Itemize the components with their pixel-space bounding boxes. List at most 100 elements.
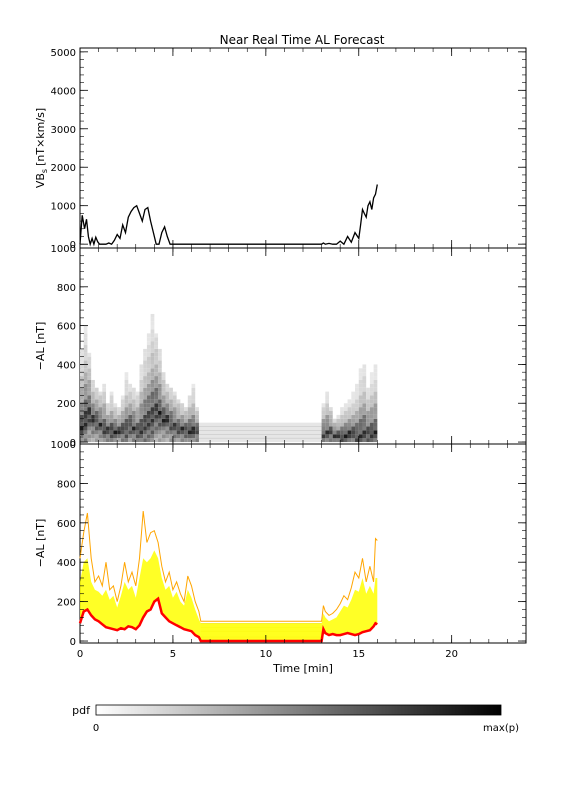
heatmap-cell — [150, 414, 155, 419]
heatmap-cell — [165, 430, 170, 435]
heatmap-cell — [362, 387, 367, 392]
heatmap-cell — [369, 372, 374, 377]
heatmap-cell — [80, 403, 84, 408]
y-tick-label: 1000 — [51, 202, 76, 213]
heatmap-cell — [355, 426, 359, 431]
heatmap-cell — [132, 422, 136, 427]
heatmap-cell — [150, 313, 155, 318]
heatmap-cell — [191, 383, 196, 388]
heatmap-cell — [139, 379, 144, 384]
heatmap-cell — [94, 418, 99, 423]
heatmap-cell — [91, 426, 95, 431]
heatmap-cell — [369, 414, 374, 419]
heatmap-cell — [351, 422, 356, 427]
heatmap-cell — [154, 356, 159, 361]
heatmap-cell — [369, 391, 374, 396]
heatmap-cell — [80, 414, 84, 419]
al-forecast-ylabel: −AL [nT] — [34, 519, 47, 568]
heatmap-cell — [98, 426, 103, 431]
heatmap-cell — [117, 430, 121, 435]
heatmap-cell — [132, 434, 136, 439]
heatmap-cell — [191, 434, 196, 439]
heatmap-cell — [366, 391, 370, 396]
heatmap-cell — [135, 414, 140, 419]
heatmap-cell — [143, 411, 147, 415]
heatmap-cell — [143, 348, 147, 353]
heatmap-cell — [124, 430, 129, 435]
heatmap-cell — [158, 407, 162, 412]
heatmap-cell — [325, 438, 330, 443]
heatmap-cell — [362, 383, 367, 388]
colorbar-max-label: max(p) — [483, 723, 519, 734]
heatmap-cell — [191, 430, 196, 435]
heatmap-cell — [154, 348, 159, 353]
heatmap-cell — [358, 403, 363, 408]
heatmap-cell — [154, 364, 159, 369]
heatmap-cell — [355, 414, 359, 419]
heatmap-cell — [146, 383, 151, 388]
heatmap-cell — [83, 325, 88, 330]
heatmap-cell — [158, 414, 162, 419]
heatmap-cell — [351, 418, 356, 423]
heatmap-cell — [158, 430, 162, 435]
heatmap-cell — [358, 426, 363, 431]
heatmap-cell — [98, 403, 103, 408]
vbs-ylabel-unit: [nT×km/s] — [34, 108, 47, 166]
heatmap-cell — [355, 422, 359, 427]
heatmap-cell — [366, 399, 370, 404]
heatmap-cell — [351, 438, 356, 443]
heatmap-cell — [161, 426, 166, 431]
heatmap-cell — [154, 422, 159, 427]
heatmap-cell — [146, 387, 151, 392]
heatmap-cell — [124, 372, 129, 377]
heatmap-cell — [124, 395, 129, 400]
heatmap-cell — [154, 418, 159, 423]
heatmap-cell — [366, 414, 370, 419]
heatmap-cell — [158, 368, 162, 373]
heatmap-cell — [343, 414, 348, 419]
heatmap-cell — [184, 430, 188, 435]
heatmap-cell — [128, 422, 133, 427]
heatmap-cell — [87, 422, 92, 427]
heatmap-cell — [343, 434, 348, 439]
heatmap-cell — [139, 418, 144, 423]
heatmap-cell — [83, 399, 88, 404]
heatmap-cell — [321, 411, 326, 415]
heatmap-cell — [362, 399, 367, 404]
heatmap-cell — [329, 414, 333, 419]
vbs-x-ticks — [79, 48, 527, 248]
heatmap-cell — [124, 379, 129, 384]
heatmap-cell — [102, 383, 107, 388]
heatmap-cell — [83, 372, 88, 377]
heatmap-cell — [373, 372, 378, 377]
heatmap-cell — [80, 399, 84, 404]
heatmap-cell — [80, 426, 84, 431]
heatmap-cell — [373, 407, 378, 412]
heatmap-cell — [139, 364, 144, 369]
heatmap-cell — [366, 407, 370, 412]
heatmap-cell — [191, 395, 196, 400]
vbs-ylabel-subscript: s — [40, 169, 49, 173]
y-tick-label: 200 — [57, 399, 76, 410]
heatmap-cell — [139, 395, 144, 400]
heatmap-cell — [132, 418, 136, 423]
heatmap-cell — [355, 395, 359, 400]
heatmap-cell — [373, 411, 378, 415]
heatmap-cell — [109, 391, 114, 396]
heatmap-cell — [184, 438, 188, 443]
heatmap-cell — [94, 399, 99, 404]
heatmap-cell — [143, 372, 147, 377]
heatmap-cell — [362, 407, 367, 412]
heatmap-cell — [80, 352, 84, 357]
heatmap-cell — [139, 399, 144, 404]
heatmap-cell — [120, 426, 125, 431]
heatmap-cell — [94, 387, 99, 392]
heatmap-cell — [102, 422, 107, 427]
heatmap-cell — [347, 399, 352, 404]
heatmap-cell — [106, 411, 110, 415]
heatmap-cell — [362, 414, 367, 419]
heatmap-cell — [117, 414, 121, 419]
heatmap-cell — [358, 395, 363, 400]
heatmap-cell — [146, 430, 151, 435]
heatmap-cell — [113, 426, 118, 431]
